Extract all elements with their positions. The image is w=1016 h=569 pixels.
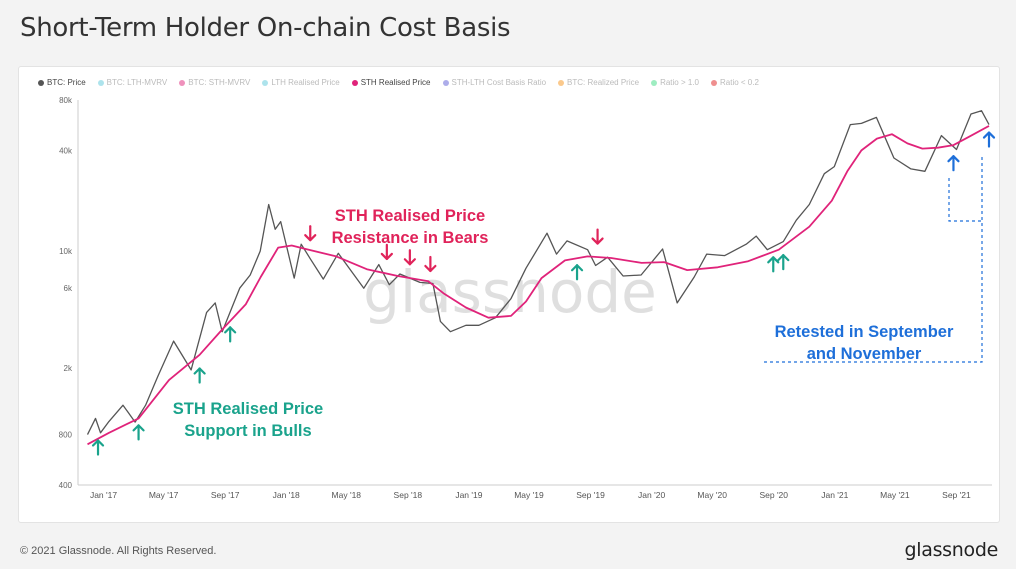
bulls-annotation-line1: STH Realised Price [173, 400, 323, 418]
arrow-head [947, 155, 960, 163]
legend-dot-icon [711, 79, 717, 86]
sth-realised-price-line [87, 125, 990, 446]
y-tick-label: 40k [59, 146, 73, 155]
x-tick-label: Sep '19 [576, 490, 605, 500]
x-tick-label: Sep '18 [394, 490, 423, 500]
x-tick-label: May '19 [514, 490, 544, 500]
legend-label: BTC: Price [47, 78, 86, 87]
up-arrow-icon [193, 367, 206, 384]
legend-label: BTC: Realized Price [567, 78, 640, 87]
legend-label: STH-LTH Cost Basis Ratio [451, 78, 547, 87]
legend-label: STH Realised Price [360, 78, 431, 87]
legend-label: BTC: STH-MVRV [188, 78, 251, 87]
legend-dot-icon [558, 79, 565, 86]
arrow-head [132, 424, 145, 432]
watermark: glassnode [363, 258, 657, 326]
legend-item[interactable]: Ratio < 0.2 [711, 78, 759, 87]
legend-dot-icon [351, 79, 358, 86]
up-arrow-icon [570, 264, 584, 281]
legend-label: Ratio < 0.2 [720, 78, 759, 87]
down-arrow-icon [424, 255, 437, 273]
footer-copyright: © 2021 Glassnode. All Rights Reserved. [20, 545, 217, 557]
page-title: Short-Term Holder On-chain Cost Basis [20, 13, 511, 43]
up-arrow-icon [777, 254, 790, 271]
x-tick-label: Jan '19 [455, 490, 482, 500]
arrow-head [591, 237, 604, 245]
legend-item[interactable]: STH Realised Price [351, 78, 431, 87]
up-arrow-icon [132, 424, 145, 441]
y-tick-label: 400 [59, 481, 73, 490]
legend-item[interactable]: Ratio > 1.0 [651, 78, 699, 87]
retest-annotation-line2: and November [807, 345, 922, 363]
legend-item[interactable]: STH-LTH Cost Basis Ratio [442, 78, 547, 87]
legend-dot-icon [179, 79, 186, 86]
arrow-head [91, 439, 105, 447]
arrow-head [570, 264, 584, 272]
y-tick-label: 2k [64, 364, 73, 373]
y-tick-label: 800 [59, 431, 73, 440]
arrow-head [424, 264, 437, 273]
arrow-head [304, 234, 317, 242]
legend-dot-icon [38, 79, 44, 86]
legend-item[interactable]: BTC: Price [38, 78, 86, 87]
bears-annotation-line1: STH Realised Price [335, 207, 485, 225]
arrow-head [380, 252, 393, 261]
legend-dot-icon [442, 79, 449, 86]
up-arrow-icon [91, 439, 105, 456]
x-tick-label: Sep '20 [759, 490, 788, 500]
x-ticks: Jan '17 May '17 Sep '17 Jan '18 May '18 Sep '… [90, 490, 971, 500]
legend-item[interactable]: BTC: LTH-MVRV [97, 78, 168, 87]
up-arrow-icon [224, 326, 237, 343]
y-ticks: 400 800 2k 6k 10k 40k 80k [59, 96, 73, 490]
down-arrow-icon [304, 225, 317, 242]
legend-label: Ratio > 1.0 [660, 78, 699, 87]
x-tick-label: Sep '21 [942, 490, 971, 500]
legend-label: BTC: LTH-MVRV [106, 78, 168, 87]
x-tick-label: Jan '20 [638, 490, 665, 500]
retest-bracket-right [764, 157, 983, 363]
down-arrow-icon [403, 249, 416, 266]
legend-label: LTH Realised Price [271, 78, 340, 87]
legend: BTC: Price BTC: LTH-MVRV BTC: STH-MVRV LTH … [38, 78, 771, 87]
legend-item[interactable]: BTC: Realized Price [558, 78, 639, 87]
down-arrow-icon [591, 228, 604, 245]
y-tick-label: 10k [59, 247, 73, 256]
footer-brand: glassnode [904, 539, 999, 561]
bulls-annotation-line2: Support in Bulls [184, 422, 311, 440]
y-tick-label: 6k [64, 284, 73, 293]
arrow-head [224, 326, 237, 334]
x-tick-label: Jan '18 [273, 490, 300, 500]
x-tick-label: May '21 [880, 490, 910, 500]
legend-dot-icon [651, 79, 658, 86]
arrow-head [767, 256, 780, 264]
arrow-head [777, 254, 790, 262]
y-tick-label: 80k [59, 96, 73, 105]
retest-annotation-line1: Retested in September [775, 323, 954, 341]
chart-panel [18, 66, 1000, 523]
retest-bracket-left [948, 178, 982, 222]
down-arrow-icon [380, 243, 393, 261]
legend-dot-icon [262, 79, 269, 86]
x-tick-label: May '17 [149, 490, 179, 500]
x-tick-label: Sep '17 [211, 490, 240, 500]
legend-item[interactable]: LTH Realised Price [262, 78, 340, 87]
arrow-head [403, 258, 416, 266]
x-tick-label: May '18 [332, 490, 362, 500]
arrow-head [193, 367, 206, 375]
annotation-arrows [91, 131, 996, 456]
legend-dot-icon [97, 79, 104, 86]
up-arrow-icon [982, 131, 996, 148]
up-arrow-icon [767, 256, 780, 273]
legend-item[interactable]: BTC: STH-MVRV [179, 78, 250, 87]
x-tick-label: Jan '21 [821, 490, 848, 500]
up-arrow-icon [947, 155, 960, 172]
bears-annotation-line2: Resistance in Bears [332, 229, 489, 247]
arrow-head [982, 131, 996, 139]
x-tick-label: Jan '17 [90, 490, 117, 500]
x-tick-label: May '20 [697, 490, 727, 500]
